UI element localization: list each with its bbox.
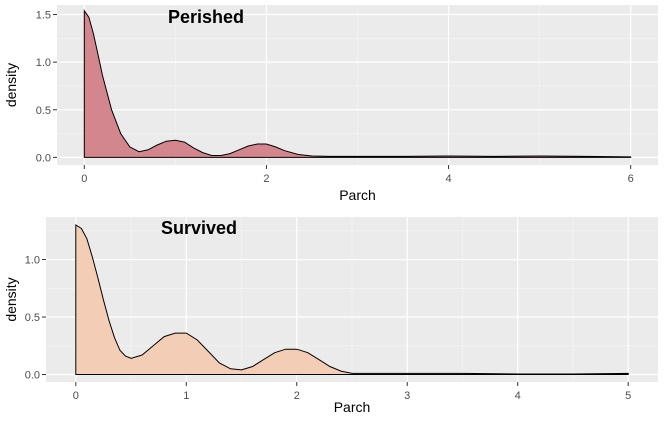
y-axis-title: density	[3, 277, 19, 321]
y-tick-label: 0.0	[25, 370, 40, 382]
y-tick-label: 1.0	[36, 57, 51, 69]
y-tick-label: 1.0	[25, 255, 40, 267]
x-tick-label: 3	[404, 390, 410, 402]
x-tick-label: 0	[81, 173, 87, 185]
panel-title: Perished	[168, 7, 244, 27]
x-tick-label: 4	[445, 173, 451, 185]
x-axis-title: Parch	[339, 187, 376, 203]
y-tick-label: 0.5	[25, 312, 40, 324]
density-outline	[83, 9, 632, 158]
x-tick-label: 5	[625, 390, 631, 402]
x-tick-label: 0	[73, 390, 79, 402]
survived-density-panel: 0 1 2 3 4 5 0.0 0.5 1.0 Parch density Survived	[3, 217, 658, 415]
density-area	[75, 225, 629, 375]
y-tick-label: 0.5	[36, 105, 51, 117]
perished-density-panel: 0 2 4 6 0.0 0.5 1.0 1.5 Parch density Perished	[3, 5, 658, 203]
x-tick-label: 4	[515, 390, 521, 402]
x-tick-label: 1	[183, 390, 189, 402]
panel-title: Survived	[161, 218, 237, 238]
y-tick-label: 0.0	[36, 152, 51, 164]
density-outline	[75, 224, 629, 375]
x-tick-label: 6	[628, 173, 634, 185]
x-tick-label: 2	[294, 390, 300, 402]
y-axis-title: density	[3, 63, 19, 107]
y-tick-label: 1.5	[36, 10, 51, 22]
x-axis-title: Parch	[334, 399, 371, 415]
x-tick-label: 2	[263, 173, 269, 185]
